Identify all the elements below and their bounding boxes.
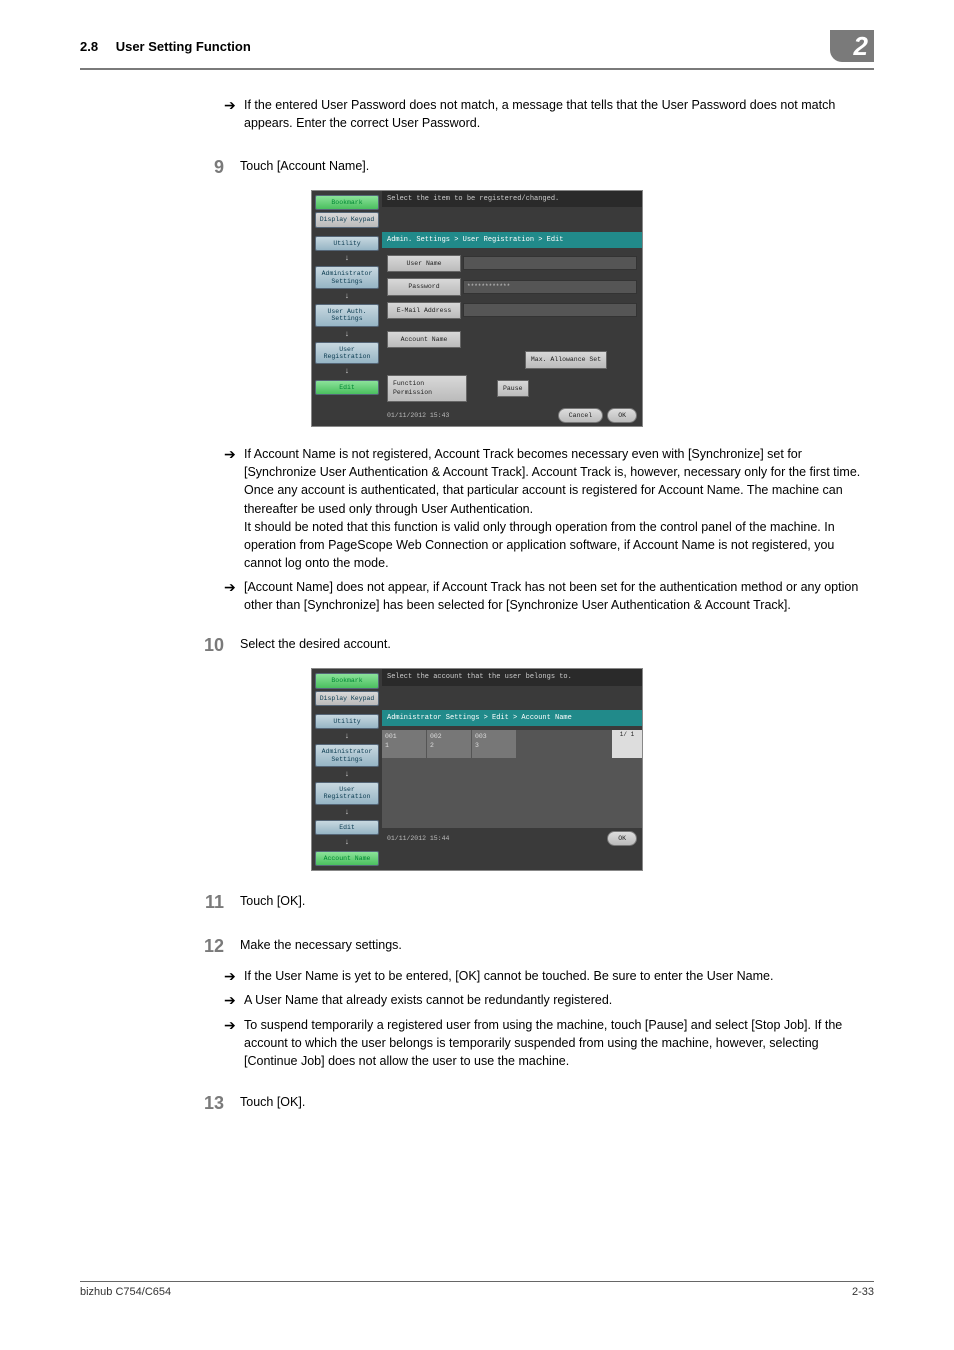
utility-button[interactable]: Utility	[315, 714, 379, 729]
section-title: User Setting Function	[116, 39, 251, 54]
account-name-label[interactable]: Account Name	[387, 331, 461, 348]
step9-bullet-1: ➔ If Account Name is not registered, Acc…	[224, 445, 874, 572]
step-11: 11 Touch [OK].	[164, 889, 874, 915]
admin-settings-button[interactable]: Administrator Settings	[315, 744, 379, 766]
step-13: 13 Touch [OK].	[164, 1090, 874, 1116]
bookmark-button[interactable]: Bookmark	[315, 673, 379, 688]
pause-button[interactable]: Pause	[497, 380, 529, 397]
ok-button[interactable]: OK	[607, 408, 637, 423]
panel-title: Select the account that the user belongs…	[382, 669, 642, 685]
down-arrow-icon: ↓	[315, 366, 379, 378]
max-allowance-button[interactable]: Max. Allowance Set	[525, 351, 607, 368]
edit-user-screenshot: Bookmark Display Keypad Select the item …	[311, 190, 643, 427]
down-arrow-icon: ↓	[315, 837, 379, 849]
page-footer: bizhub C754/C654 2-33	[80, 1281, 874, 1298]
account-grid-body	[382, 758, 642, 828]
down-arrow-icon: ↓	[315, 291, 379, 303]
user-reg-button[interactable]: User Registration	[315, 342, 379, 364]
user-name-field[interactable]	[463, 256, 637, 270]
user-reg-button[interactable]: User Registration	[315, 782, 379, 804]
bookmark-button[interactable]: Bookmark	[315, 195, 379, 210]
page-indicator: 1/ 1	[612, 730, 642, 758]
footer-model: bizhub C754/C654	[80, 1286, 171, 1298]
breadcrumb: Admin. Settings > User Registration > Ed…	[382, 232, 642, 248]
account-cell[interactable]: 003 3	[472, 730, 517, 758]
header-rule	[80, 68, 874, 70]
cancel-button[interactable]: Cancel	[558, 408, 603, 423]
account-cell[interactable]: 001 1	[382, 730, 427, 758]
down-arrow-icon: ↓	[315, 329, 379, 341]
down-arrow-icon: ↓	[315, 731, 379, 743]
arrow-icon: ➔	[224, 991, 244, 1009]
page-header: 2.8 User Setting Function 2	[80, 30, 874, 62]
breadcrumb: Administrator Settings > Edit > Account …	[382, 710, 642, 726]
edit-button[interactable]: Edit	[315, 820, 379, 835]
step-10: 10 Select the desired account.	[164, 632, 874, 658]
down-arrow-icon: ↓	[315, 769, 379, 781]
utility-button[interactable]: Utility	[315, 236, 379, 251]
email-field[interactable]	[463, 303, 637, 317]
user-name-label[interactable]: User Name	[387, 255, 461, 272]
down-arrow-icon: ↓	[315, 253, 379, 265]
chapter-badge: 2	[830, 30, 874, 62]
password-field[interactable]: ************	[463, 280, 637, 294]
display-keypad-button[interactable]: Display Keypad	[315, 691, 379, 706]
intro-bullet: ➔ If the entered User Password does not …	[224, 96, 874, 132]
datetime: 01/11/2012 15:44	[387, 834, 449, 843]
step9-bullet-2: ➔ [Account Name] does not appear, if Acc…	[224, 578, 874, 614]
step12-bullet-1: ➔ If the User Name is yet to be entered,…	[224, 967, 874, 985]
step-9: 9 Touch [Account Name].	[164, 154, 874, 180]
display-keypad-button[interactable]: Display Keypad	[315, 212, 379, 227]
account-cell[interactable]: 002 2	[427, 730, 472, 758]
account-name-button[interactable]: Account Name	[315, 851, 379, 866]
down-arrow-icon: ↓	[315, 807, 379, 819]
account-select-screenshot: Bookmark Display Keypad Select the accou…	[311, 668, 643, 871]
admin-settings-button[interactable]: Administrator Settings	[315, 266, 379, 288]
func-permission-button[interactable]: Function Permission	[387, 375, 467, 402]
user-auth-button[interactable]: User Auth. Settings	[315, 304, 379, 326]
datetime: 01/11/2012 15:43	[387, 411, 449, 420]
step12-bullet-2: ➔ A User Name that already exists cannot…	[224, 991, 874, 1009]
step-12: 12 Make the necessary settings.	[164, 933, 874, 959]
account-grid: 001 1 002 2 003 3	[382, 730, 642, 758]
email-label[interactable]: E-Mail Address	[387, 302, 461, 319]
password-label[interactable]: Password	[387, 278, 461, 295]
arrow-icon: ➔	[224, 96, 244, 132]
panel-title: Select the item to be registered/changed…	[382, 191, 642, 207]
step12-bullet-3: ➔ To suspend temporarily a registered us…	[224, 1016, 874, 1070]
section-number: 2.8	[80, 39, 98, 54]
arrow-icon: ➔	[224, 578, 244, 614]
arrow-icon: ➔	[224, 1016, 244, 1070]
edit-button[interactable]: Edit	[315, 380, 379, 395]
footer-page: 2-33	[852, 1286, 874, 1298]
arrow-icon: ➔	[224, 967, 244, 985]
arrow-icon: ➔	[224, 445, 244, 572]
ok-button[interactable]: OK	[607, 831, 637, 846]
